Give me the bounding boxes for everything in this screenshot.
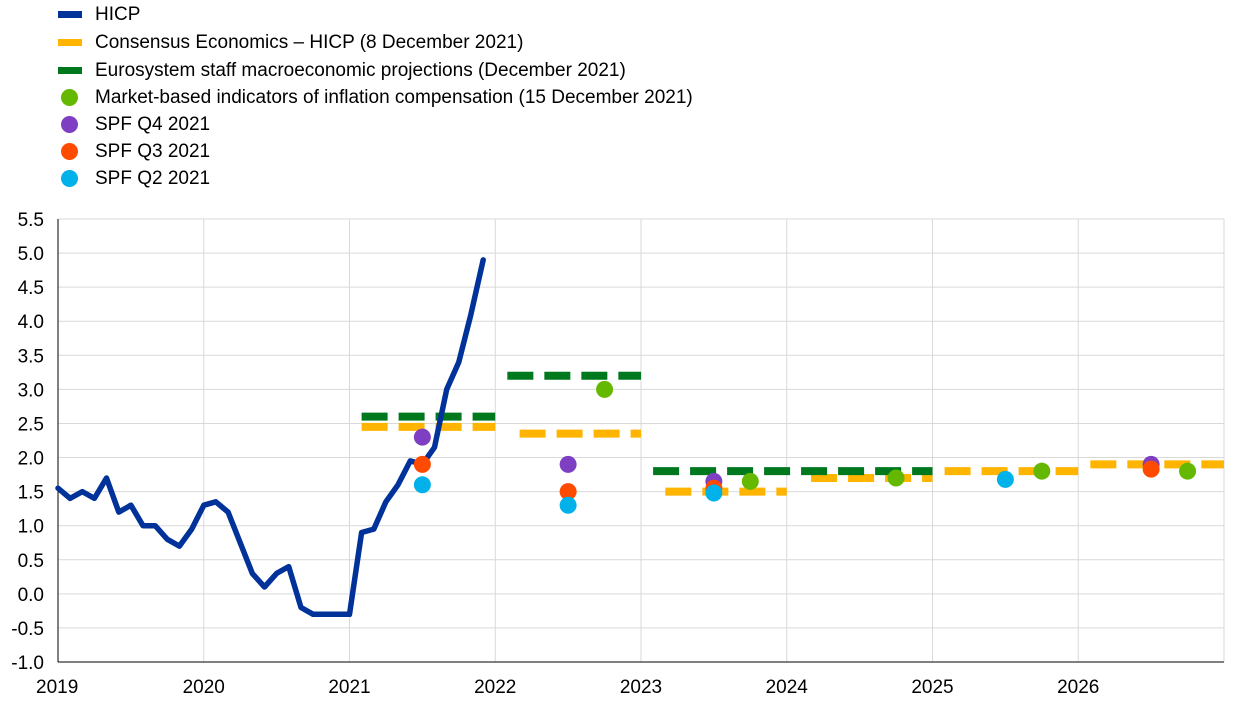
data-point: [559, 455, 577, 473]
legend-dot-icon: [58, 138, 84, 166]
data-point: [741, 472, 759, 490]
x-tick-label: 2021: [328, 677, 370, 698]
legend-label: HICP: [95, 4, 141, 25]
legend-label: SPF Q2 2021: [95, 168, 211, 189]
legend-dash-icon: [58, 29, 84, 57]
y-tick-label: 0.5: [18, 551, 44, 572]
data-point: [559, 483, 577, 501]
axes: [57, 219, 1224, 663]
legend-swatch: [61, 89, 78, 106]
data-point: [559, 496, 577, 514]
legend-label: Eurosystem staff macroeconomic projectio…: [95, 60, 626, 81]
y-tick-label: 4.0: [18, 312, 44, 333]
x-tick-label: 2025: [911, 677, 953, 698]
legend-swatch: [58, 11, 82, 18]
legend-swatch: [61, 170, 78, 187]
legend-item-market-based: Market-based indicators of inflation com…: [58, 84, 693, 112]
legend-dot-icon: [58, 84, 84, 112]
y-tick-label: 5.5: [18, 210, 44, 231]
gridlines: [58, 218, 1225, 663]
legend-item-spf-q2: SPF Q2 2021: [58, 165, 210, 193]
legend-label: SPF Q4 2021: [95, 114, 211, 135]
legend-item-consensus: Consensus Economics – HICP (8 December 2…: [58, 29, 523, 57]
legend-dot-icon: [58, 111, 84, 139]
y-tick-label: 4.5: [18, 278, 44, 299]
y-tick-label: 2.5: [18, 414, 44, 435]
survey-points: [413, 380, 1197, 514]
y-tick-label: -0.5: [11, 619, 44, 640]
y-tick-label: 2.0: [18, 449, 44, 470]
data-point: [1179, 462, 1197, 480]
data-point: [413, 455, 431, 473]
data-point: [887, 469, 905, 487]
x-tick-label: 2019: [36, 677, 78, 698]
y-tick-label: 1.5: [18, 483, 44, 504]
legend-item-spf-q3: SPF Q3 2021: [58, 138, 210, 166]
projection-dashes: [361, 371, 1224, 496]
legend-label: Market-based indicators of inflation com…: [95, 87, 693, 108]
tick-labels: -1.0 -0.5 0.0 0.5 1.0 1.5 2.0 2.5 3.0 3.5 4.0 4.5 5.…: [11, 210, 1099, 698]
x-tick-label: 2023: [620, 677, 662, 698]
y-tick-label: 1.0: [18, 517, 44, 538]
legend-dash-icon: [58, 57, 84, 85]
hicp-line: [55, 257, 486, 618]
x-tick-label: 2022: [474, 677, 516, 698]
legend-label: SPF Q3 2021: [95, 141, 211, 162]
legend-swatch: [58, 39, 82, 46]
legend-swatch: [61, 116, 78, 133]
legend-item-hicp: HICP: [58, 1, 140, 29]
data-point: [996, 470, 1014, 488]
data-point: [596, 380, 614, 398]
x-tick-label: 2020: [183, 677, 225, 698]
x-tick-label: 2026: [1057, 677, 1099, 698]
legend-dot-icon: [58, 165, 84, 193]
y-tick-label: 5.0: [18, 244, 44, 265]
y-tick-label: 3.5: [18, 346, 44, 367]
x-tick-label: 2024: [766, 677, 809, 698]
legend-label: Consensus Economics – HICP (8 December 2…: [95, 32, 524, 53]
data-point: [1033, 462, 1051, 480]
y-tick-label: 0.0: [18, 585, 44, 606]
data-point: [413, 428, 431, 446]
data-point: [705, 484, 723, 502]
legend-swatch: [61, 143, 78, 160]
y-tick-label: 3.0: [18, 380, 44, 401]
data-point: [1142, 460, 1160, 478]
legend-item-eurosystem: Eurosystem staff macroeconomic projectio…: [58, 57, 626, 85]
legend-swatch: [58, 67, 82, 74]
hicp-series: [55, 257, 486, 618]
data-point: [413, 476, 431, 494]
inflation-chart: -1.0 -0.5 0.0 0.5 1.0 1.5 2.0 2.5 3.0 3.5 4.0 4.5 5.…: [11, 210, 1225, 698]
y-tick-label: -1.0: [11, 653, 44, 674]
chart-legend: HICP Consensus Economics – HICP (8 Decem…: [0, 0, 1240, 196]
legend-item-spf-q4: SPF Q4 2021: [58, 111, 210, 139]
legend-line-icon: [58, 1, 84, 29]
